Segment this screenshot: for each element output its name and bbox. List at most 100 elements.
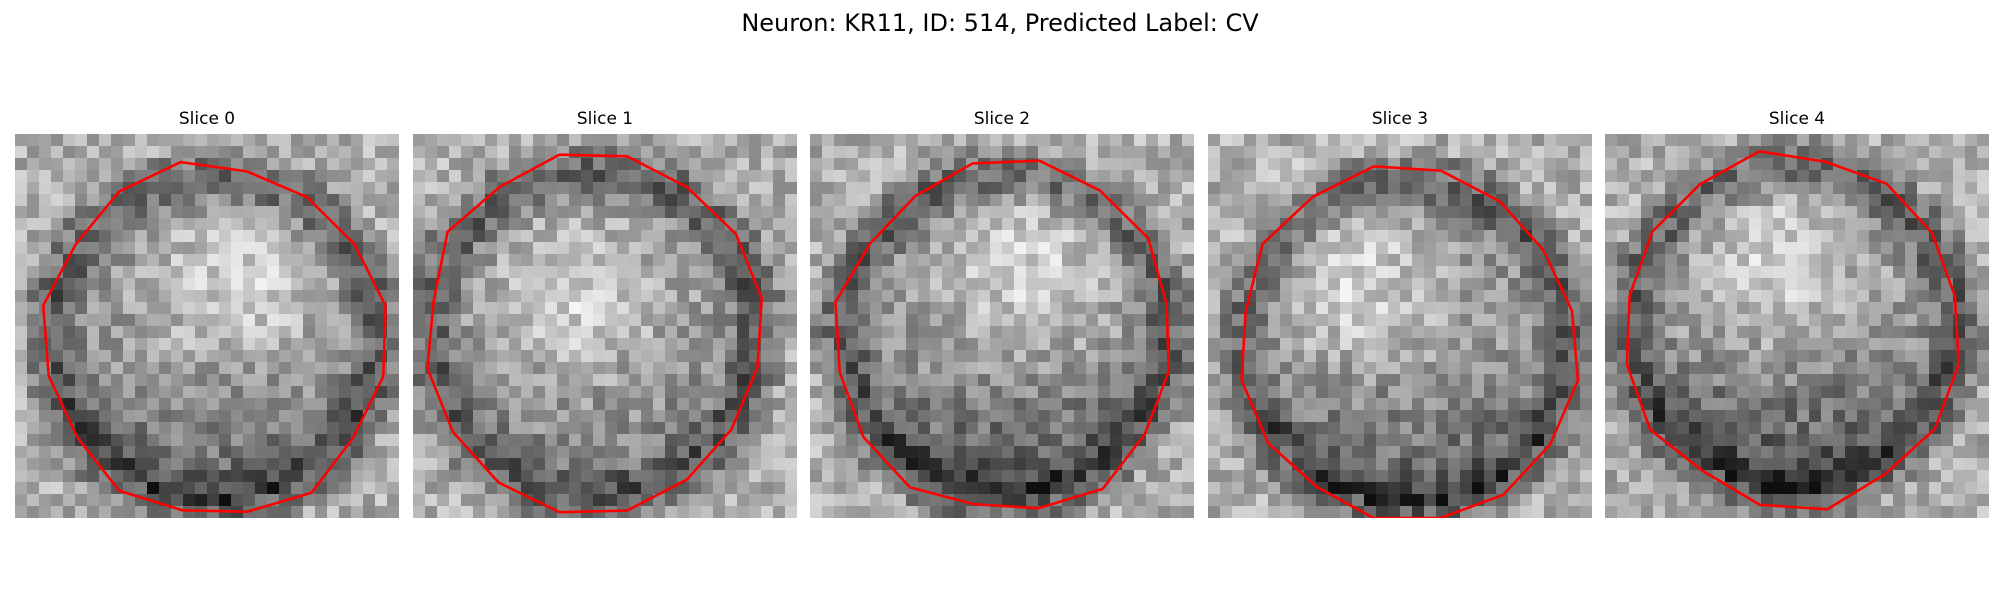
- pixel-cell: [99, 278, 112, 291]
- pixel-cell: [51, 302, 64, 315]
- pixel-cell: [1182, 386, 1194, 399]
- pixel-cell: [1170, 182, 1183, 195]
- pixel-cell: [195, 302, 208, 315]
- pixel-cell: [521, 386, 534, 399]
- pixel-cell: [1725, 218, 1738, 231]
- pixel-cell: [1869, 398, 1882, 411]
- pixel-cell: [255, 206, 268, 219]
- slice-title-3: Slice 3: [1371, 109, 1429, 129]
- pixel-cell: [1122, 494, 1135, 507]
- pixel-cell: [557, 374, 570, 387]
- pixel-cell: [1448, 302, 1461, 315]
- pixel-cell: [1376, 170, 1389, 183]
- pixel-cell: [243, 422, 256, 435]
- pixel-cell: [1496, 326, 1509, 339]
- pixel-cell: [882, 254, 895, 267]
- pixel-cell: [255, 218, 268, 231]
- pixel-cell: [810, 314, 823, 327]
- pixel-cell: [1869, 302, 1882, 315]
- pixel-cell: [1845, 338, 1858, 351]
- pixel-cell: [51, 218, 64, 231]
- pixel-cell: [207, 266, 220, 279]
- pixel-cell: [1026, 470, 1039, 483]
- pixel-cell: [641, 194, 654, 207]
- pixel-cell: [737, 506, 750, 518]
- pixel-cell: [425, 470, 438, 483]
- pixel-cell: [894, 350, 907, 363]
- pixel-cell: [231, 482, 244, 495]
- pixel-cell: [1448, 434, 1461, 447]
- pixel-cell: [15, 398, 28, 411]
- pixel-cell: [207, 494, 220, 507]
- pixel-cell: [473, 410, 486, 423]
- pixel-cell: [1134, 314, 1147, 327]
- pixel-cell: [725, 290, 738, 303]
- pixel-cell: [1641, 170, 1654, 183]
- pixel-cell: [183, 194, 196, 207]
- pixel-cell: [1785, 362, 1798, 375]
- pixel-cell: [1833, 242, 1846, 255]
- pixel-cell: [327, 362, 340, 375]
- pixel-cell: [1328, 254, 1341, 267]
- pixel-cell: [1568, 410, 1581, 423]
- pixel-cell: [810, 422, 823, 435]
- pixel-cell: [243, 362, 256, 375]
- pixel-cell: [785, 134, 797, 147]
- pixel-cell: [351, 494, 364, 507]
- pixel-cell: [315, 134, 328, 147]
- pixel-cell: [521, 410, 534, 423]
- pixel-cell: [629, 206, 642, 219]
- pixel-cell: [1665, 422, 1678, 435]
- pixel-cell: [773, 422, 786, 435]
- pixel-cell: [509, 194, 522, 207]
- pixel-cell: [1953, 254, 1966, 267]
- pixel-cell: [1376, 134, 1389, 147]
- pixel-cell: [822, 218, 835, 231]
- pixel-cell: [1929, 338, 1942, 351]
- pixel-cell: [1460, 158, 1473, 171]
- pixel-cell: [1220, 338, 1233, 351]
- pixel-cell: [1424, 194, 1437, 207]
- pixel-cell: [954, 482, 967, 495]
- pixel-cell: [942, 446, 955, 459]
- pixel-cell: [1484, 386, 1497, 399]
- pixel-cell: [219, 134, 232, 147]
- pixel-cell: [1532, 434, 1545, 447]
- pixel-cell: [1316, 290, 1329, 303]
- pixel-cell: [773, 482, 786, 495]
- pixel-cell: [677, 254, 690, 267]
- pixel-cell: [882, 482, 895, 495]
- pixel-cell: [1316, 170, 1329, 183]
- pixel-cell: [689, 374, 702, 387]
- pixel-cell: [1737, 230, 1750, 243]
- pixel-cell: [1965, 218, 1978, 231]
- pixel-cell: [27, 338, 40, 351]
- pixel-cell: [1929, 290, 1942, 303]
- pixel-cell: [653, 434, 666, 447]
- pixel-cell: [1364, 242, 1377, 255]
- pixel-cell: [665, 218, 678, 231]
- pixel-cell: [1845, 302, 1858, 315]
- pixel-cell: [1026, 266, 1039, 279]
- pixel-cell: [665, 422, 678, 435]
- pixel-cell: [1905, 134, 1918, 147]
- pixel-cell: [1340, 206, 1353, 219]
- pixel-cell: [1050, 182, 1063, 195]
- pixel-cell: [1677, 314, 1690, 327]
- pixel-cell: [1170, 506, 1183, 518]
- pixel-cell: [279, 506, 292, 518]
- pixel-cell: [1352, 182, 1365, 195]
- pixel-cell: [1364, 194, 1377, 207]
- pixel-cell: [1580, 302, 1592, 315]
- pixel-cell: [195, 482, 208, 495]
- pixel-cell: [1412, 434, 1425, 447]
- pixel-cell: [1580, 134, 1592, 147]
- pixel-cell: [641, 374, 654, 387]
- pixel-cell: [1749, 398, 1762, 411]
- pixel-cell: [1785, 434, 1798, 447]
- pixel-cell: [1280, 134, 1293, 147]
- pixel-cell: [1208, 446, 1221, 459]
- pixel-cell: [87, 422, 100, 435]
- pixel-cell: [315, 458, 328, 471]
- pixel-cell: [557, 290, 570, 303]
